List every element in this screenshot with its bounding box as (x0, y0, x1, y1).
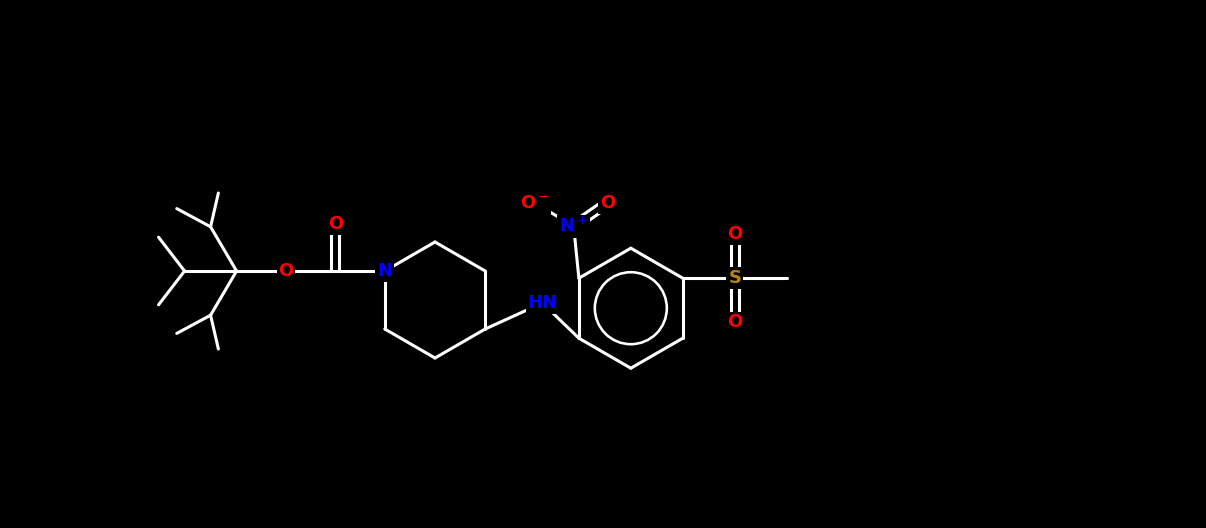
Text: S: S (728, 269, 742, 287)
Text: O: O (279, 262, 293, 280)
Text: O: O (599, 194, 615, 212)
Text: O$^-$: O$^-$ (520, 194, 549, 212)
Text: O: O (328, 215, 343, 233)
Text: N$^+$: N$^+$ (560, 216, 589, 236)
Text: O: O (727, 225, 743, 243)
Text: O: O (727, 314, 743, 332)
Text: HN: HN (527, 294, 557, 312)
Text: N: N (377, 262, 392, 280)
